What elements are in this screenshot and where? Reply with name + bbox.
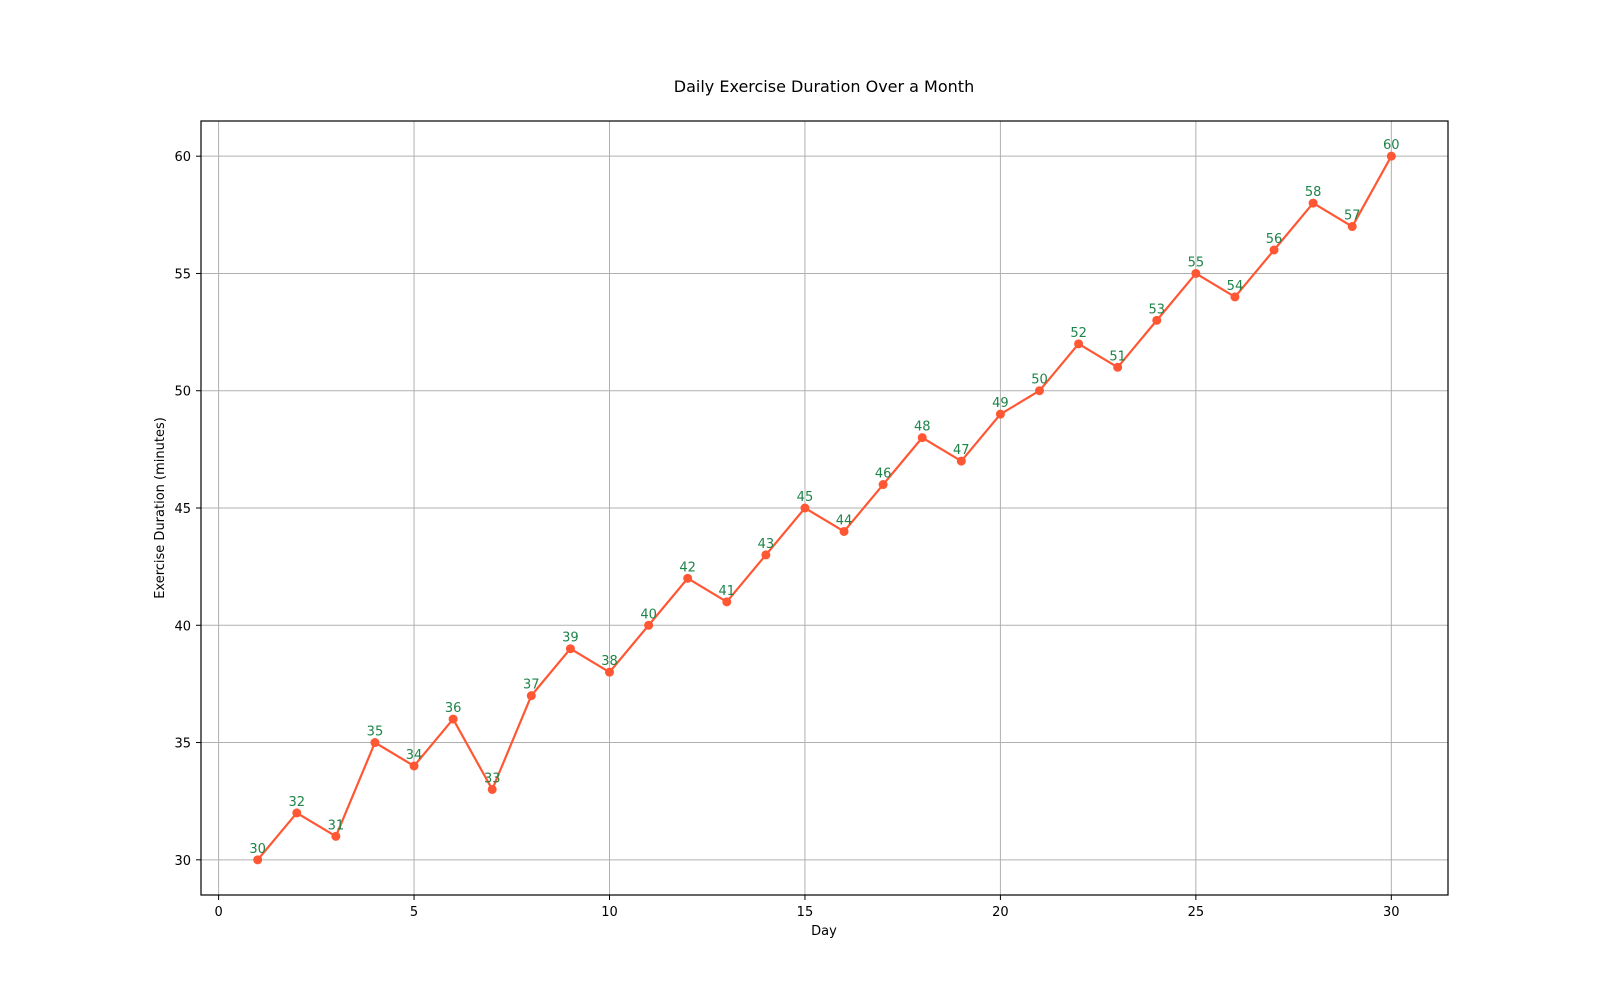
data-point [448,714,458,724]
data-point [1191,268,1201,278]
data-point [1074,339,1084,349]
data-point [800,503,810,513]
data-point [1152,315,1162,325]
data-point [1113,362,1123,372]
x-tick-label: 30 [1383,905,1400,920]
data-label: 47 [953,443,970,458]
data-label: 45 [797,490,814,505]
data-label: 49 [992,396,1009,411]
grid [201,121,1448,895]
data-label: 46 [875,467,892,482]
data-label: 42 [679,560,696,575]
data-label: 54 [1227,279,1244,294]
data-label: 60 [1383,138,1400,153]
data-point [644,620,654,630]
data-label: 52 [1070,326,1087,341]
data-point [487,784,497,794]
data-label: 31 [328,818,345,833]
data-point [331,831,341,841]
axis-ticks: 0 5 10 15 20 25 30 30 35 40 45 50 55 60 [174,150,1399,920]
x-axis-label: Day [811,924,837,939]
data-point [526,691,536,701]
data-point [1308,198,1318,208]
data-point [878,480,888,490]
data-label: 41 [718,584,735,599]
data-label: 50 [1031,373,1048,388]
data-point [1269,245,1279,255]
data-labels: 30 32 31 35 34 36 33 37 39 38 40 42 41 43 45 44 46 48 47 49… [249,138,1399,857]
plot-frame [200,120,1449,896]
y-tick-label: 60 [174,150,191,165]
chart-title: Daily Exercise Duration Over a Month [674,77,974,96]
data-label: 30 [249,842,266,857]
data-label: 55 [1188,255,1205,270]
data-label: 37 [523,678,540,693]
data-point [370,738,380,748]
y-tick-label: 45 [174,502,191,517]
data-label: 44 [836,513,853,528]
y-tick-label: 50 [174,385,191,400]
data-label: 40 [640,607,657,622]
series-layer [253,151,1396,865]
data-label: 56 [1266,232,1283,247]
data-point [605,667,614,677]
data-point [839,526,849,536]
data-point [722,597,732,607]
x-tick-label: 5 [410,905,418,920]
data-label: 58 [1305,185,1322,200]
x-tick-label: 15 [797,905,814,920]
data-label: 34 [406,748,423,763]
data-point [683,573,693,583]
y-tick-label: 40 [174,619,191,634]
x-tick-label: 0 [214,905,222,920]
data-point [1035,386,1044,396]
data-label: 33 [484,771,501,786]
y-tick-label: 35 [174,737,191,752]
x-tick-label: 20 [992,905,1009,920]
data-label: 39 [562,631,579,646]
y-axis-label: Exercise Duration (minutes) [153,417,168,599]
data-point [1386,151,1396,161]
data-point [956,456,966,466]
y-tick-label: 30 [174,854,191,869]
data-point [1347,222,1357,232]
data-point [995,409,1005,419]
data-label: 53 [1148,302,1165,317]
data-label: 36 [445,701,462,716]
data-label: 51 [1109,349,1126,364]
data-label: 35 [367,725,384,740]
data-label: 57 [1344,209,1361,224]
data-point [409,761,419,771]
data-label: 32 [288,795,305,810]
data-point [761,550,771,560]
data-point [292,808,302,818]
x-tick-label: 25 [1188,905,1205,920]
data-point [253,855,263,865]
data-label: 48 [914,420,931,435]
data-point [565,644,575,654]
data-point [1230,292,1240,302]
data-label: 38 [601,654,618,669]
data-point [917,433,927,443]
series-line [256,155,1393,861]
y-tick-label: 55 [174,267,191,282]
x-tick-label: 10 [601,905,618,920]
data-label: 43 [758,537,775,552]
